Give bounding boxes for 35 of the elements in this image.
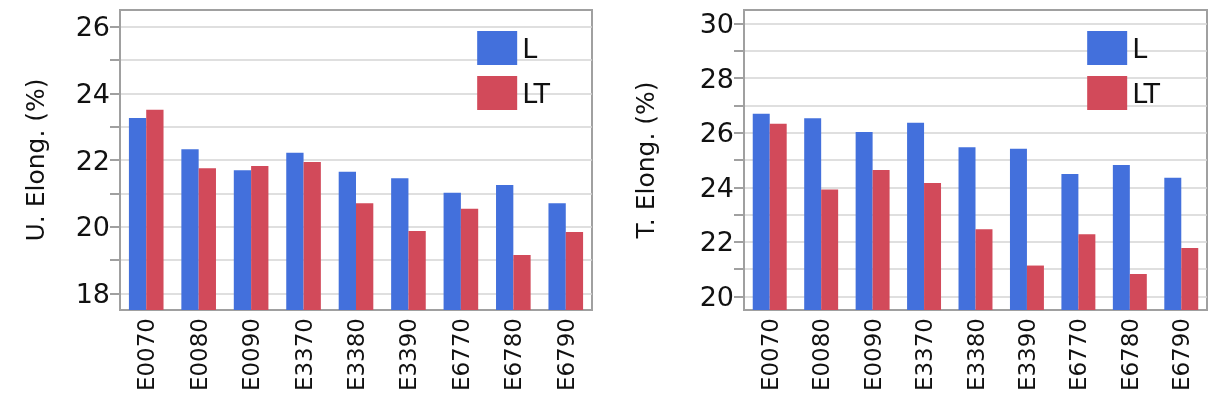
- x-tick-label: E6780: [1116, 318, 1143, 392]
- x-tick-label: E3390: [395, 318, 422, 392]
- x-tick-label: E6770: [447, 318, 474, 392]
- legend-label: L: [1132, 32, 1148, 64]
- x-tick-label: E6790: [552, 318, 579, 392]
- x-tick-label: E3380: [343, 318, 369, 392]
- x-tick-label: E3380: [962, 318, 989, 392]
- y-tick-label: 20: [699, 280, 734, 312]
- x-tick-label: E0090: [238, 318, 265, 392]
- x-tick-label: E0080: [808, 318, 835, 392]
- y-tick-label: 26: [75, 11, 110, 43]
- legend-label: LT: [522, 77, 551, 109]
- y-axis-title: U. Elong. (%): [21, 78, 50, 242]
- x-tick-label: E6770: [1065, 318, 1092, 392]
- y-tick-label: 20: [75, 211, 110, 243]
- y-axis-title: T. Elong. (%): [631, 81, 660, 240]
- x-tick-label: E0070: [756, 318, 783, 392]
- y-tick-label: 30: [699, 8, 734, 40]
- legend-label: L: [522, 32, 538, 64]
- y-tick-label: 18: [75, 277, 110, 309]
- y-tick-label: 24: [75, 77, 110, 109]
- x-tick-label: E0090: [859, 318, 886, 392]
- x-tick-label: E0070: [133, 318, 160, 392]
- x-tick-label: E6780: [500, 318, 527, 392]
- y-tick-label: 26: [699, 117, 734, 149]
- legend-label: LT: [1132, 77, 1161, 109]
- x-tick-label: E3370: [290, 318, 317, 392]
- x-tick-label: E3370: [911, 318, 938, 392]
- x-tick-label: E0080: [185, 318, 212, 392]
- y-tick-label: 22: [75, 144, 110, 176]
- y-tick-label: 24: [699, 171, 734, 203]
- x-tick-label: E3390: [1013, 318, 1040, 392]
- x-tick-label: E6790: [1168, 318, 1195, 392]
- y-tick-label: 28: [699, 62, 734, 94]
- y-tick-label: 22: [699, 226, 734, 258]
